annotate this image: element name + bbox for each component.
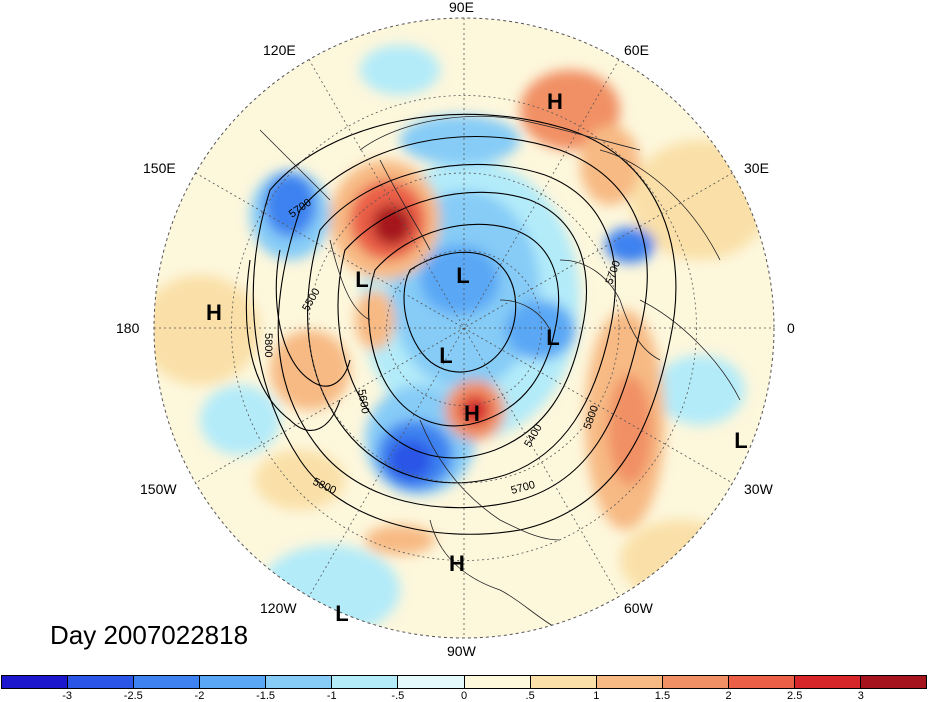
h-hudson-label: H — [464, 401, 480, 426]
colorbar-swatch — [596, 676, 663, 688]
l-arctic-label: L — [456, 263, 470, 288]
l-canada-label: L — [439, 343, 453, 368]
colorbar-tick-label: -1.5 — [256, 690, 276, 702]
lon-label-60w: 60W — [624, 600, 653, 616]
lon-label-90e: 90E — [449, 0, 474, 15]
l-east-atlantic-label: L — [734, 428, 748, 453]
lon-label-180: 180 — [116, 320, 140, 336]
h-central-america-label: H — [449, 551, 465, 576]
h-north-russia-label: H — [547, 89, 563, 114]
contour-label: 5600 — [355, 388, 371, 414]
l-east-siberia-label: L — [355, 267, 369, 292]
lon-label-60e: 60E — [624, 42, 649, 58]
colorbar-tick-label: 2 — [725, 690, 732, 702]
colorbar-tick-label: 1 — [593, 690, 600, 702]
colorbar-swatch — [68, 676, 135, 688]
colorbar-tick-label: -.5 — [391, 690, 405, 702]
colorbar-tick-label: -2 — [194, 690, 205, 702]
colorbar-swatch — [134, 676, 201, 688]
colorbar-tick-label: 3 — [857, 690, 864, 702]
graticule — [154, 18, 774, 638]
lon-label-30w: 30W — [744, 481, 773, 497]
colorbar-tick-label: .5 — [525, 690, 535, 702]
colorbar-swatch — [2, 676, 69, 688]
colorbar-swatch — [266, 676, 333, 688]
lon-label-150w: 150W — [140, 481, 177, 497]
colorbar-swatch — [398, 676, 465, 688]
colorbar-swatch — [464, 676, 531, 688]
colorbar-swatch — [200, 676, 267, 688]
colorbar-swatch — [530, 676, 597, 688]
lon-label-30e: 30E — [744, 160, 769, 176]
colorbar-tick-label: -3 — [62, 690, 73, 702]
colorbar-tick-label: 0 — [460, 690, 468, 702]
lon-label-0: 0 — [787, 320, 795, 336]
colorbar-swatch — [794, 676, 862, 688]
colorbar-swatch — [662, 676, 729, 688]
colorbar-swatch — [728, 676, 795, 688]
lon-label-150e: 150E — [143, 160, 176, 176]
l-east-pacific-label: L — [335, 601, 349, 626]
date-label: Day 2007022818 — [50, 620, 249, 650]
colorbar — [1, 675, 927, 689]
colorbar-swatch — [332, 676, 399, 688]
l-greenland-label: L — [546, 325, 560, 350]
h-west-pacific-label: H — [206, 300, 222, 325]
lon-label-90w: 90W — [447, 643, 476, 659]
colorbar-swatch — [861, 676, 927, 688]
height-contours — [245, 113, 677, 535]
colorbar-tick-label: -1 — [326, 690, 337, 702]
lon-label-120w: 120W — [260, 600, 297, 616]
lon-label-120e: 120E — [263, 42, 296, 58]
contour-label: 5800 — [262, 333, 274, 357]
colorbar-tick-label: 2.5 — [787, 690, 803, 702]
map-boundary — [153, 17, 775, 639]
colorbar-tick-label: -2.5 — [123, 690, 143, 702]
colorbar-tick-label: 1.5 — [654, 690, 671, 702]
